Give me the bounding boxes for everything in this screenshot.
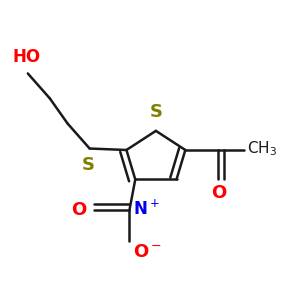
Text: O$^-$: O$^-$ <box>133 243 162 261</box>
Text: S: S <box>149 103 162 122</box>
Text: S: S <box>82 156 95 174</box>
Text: CH$_3$: CH$_3$ <box>247 139 277 158</box>
Text: N$^+$: N$^+$ <box>133 200 160 219</box>
Text: HO: HO <box>12 48 40 66</box>
Text: O: O <box>212 184 227 202</box>
Text: O: O <box>71 201 87 219</box>
